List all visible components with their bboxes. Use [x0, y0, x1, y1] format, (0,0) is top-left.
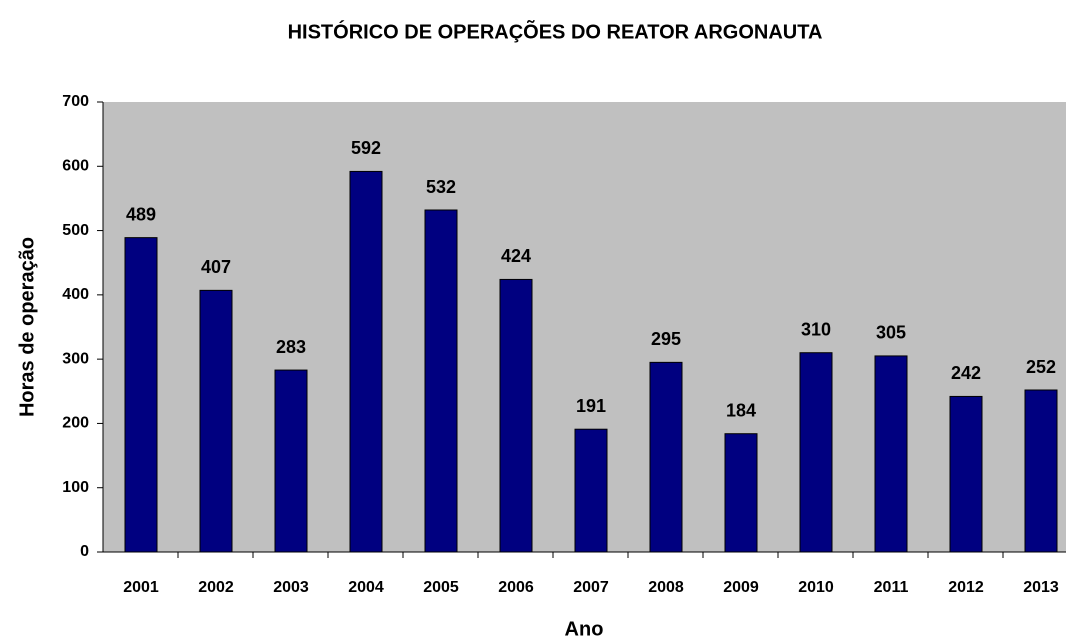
- data-label: 407: [201, 257, 231, 277]
- y-axis-label: Horas de operação: [16, 237, 38, 417]
- data-label: 295: [651, 329, 681, 349]
- y-tick-label: 500: [62, 222, 89, 239]
- bar: [499, 278, 533, 553]
- x-tick-label: 2010: [798, 579, 834, 596]
- x-tick-label: 2001: [123, 579, 159, 596]
- bar: [874, 355, 908, 553]
- x-axis-label: Ano: [565, 618, 604, 640]
- y-tick-label: 700: [62, 93, 89, 110]
- bar: [724, 433, 758, 553]
- data-label: 252: [1026, 357, 1056, 377]
- chart-title: HISTÓRICO DE OPERAÇÕES DO REATOR ARGONAU…: [288, 19, 823, 43]
- bar: [349, 170, 383, 553]
- bar: [199, 289, 233, 553]
- x-tick-label: 2009: [723, 579, 759, 596]
- data-label: 283: [276, 337, 306, 357]
- data-label: 242: [951, 363, 981, 383]
- data-label: 305: [876, 323, 906, 343]
- bar: [1024, 389, 1058, 553]
- data-label: 592: [351, 138, 381, 158]
- x-tick-label: 2012: [948, 579, 984, 596]
- x-tick-label: 2006: [498, 579, 534, 596]
- y-tick-label: 300: [62, 350, 89, 367]
- x-tick-label: 2007: [573, 579, 609, 596]
- x-tick-label: 2008: [648, 579, 684, 596]
- bar: [574, 428, 608, 553]
- x-tick-label: 2013: [1023, 579, 1059, 596]
- bar: [274, 369, 308, 553]
- y-tick-label: 0: [80, 543, 89, 560]
- y-tick-label: 200: [62, 415, 89, 432]
- bar: [799, 352, 833, 553]
- bar: [649, 361, 683, 553]
- data-label: 489: [126, 204, 156, 224]
- y-tick-label: 600: [62, 158, 89, 175]
- data-label: 184: [726, 400, 756, 420]
- x-tick-label: 2011: [874, 579, 909, 596]
- data-label: 191: [576, 396, 606, 416]
- bar: [949, 395, 983, 553]
- bar: [124, 237, 158, 553]
- x-tick-label: 2003: [273, 579, 309, 596]
- y-tick-label: 400: [62, 286, 89, 303]
- x-tick-label: 2005: [423, 579, 459, 596]
- bar: [424, 209, 458, 553]
- x-tick-label: 2004: [348, 579, 384, 596]
- x-tick-label: 2002: [198, 579, 234, 596]
- y-tick-label: 100: [62, 479, 89, 496]
- data-label: 532: [426, 177, 456, 197]
- data-label: 310: [801, 319, 831, 339]
- data-label: 424: [501, 246, 531, 266]
